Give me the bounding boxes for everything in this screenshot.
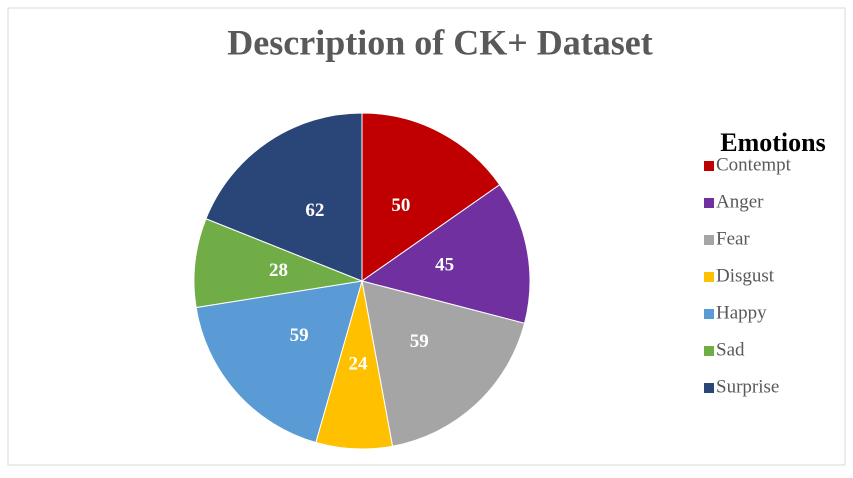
- legend-label: Sad: [716, 339, 745, 360]
- data-label: 28: [269, 260, 288, 281]
- pie-slice: [361, 112, 501, 282]
- legend-label: Anger: [716, 191, 764, 212]
- data-label: 24: [348, 353, 368, 374]
- legend-label: Disgust: [716, 265, 775, 286]
- legend-label: Fear: [716, 228, 750, 249]
- legend-swatch: [704, 383, 714, 393]
- data-label: 45: [435, 255, 454, 276]
- legend-swatch: [704, 272, 714, 282]
- legend-label: Contempt: [716, 154, 792, 175]
- pie-slice: [193, 218, 364, 309]
- legend-swatch: [704, 235, 714, 245]
- pie-slice: [205, 112, 363, 282]
- legend-swatch: [704, 309, 714, 319]
- pie-slice: [361, 280, 526, 447]
- data-label: 59: [410, 331, 429, 352]
- data-label: 59: [290, 325, 309, 346]
- data-label: 62: [305, 200, 324, 221]
- pie-slice: [195, 280, 363, 444]
- pie-slice: [360, 184, 531, 324]
- legend-swatch: [704, 198, 714, 208]
- data-label: 50: [391, 195, 410, 216]
- legend-swatch: [704, 346, 714, 356]
- legend-swatch: [704, 161, 714, 171]
- chart-title: Description of CK+ Dataset: [227, 22, 652, 62]
- legend-title: Emotions: [720, 128, 825, 157]
- legend-label: Happy: [716, 302, 767, 323]
- legend-label: Surprise: [716, 376, 779, 397]
